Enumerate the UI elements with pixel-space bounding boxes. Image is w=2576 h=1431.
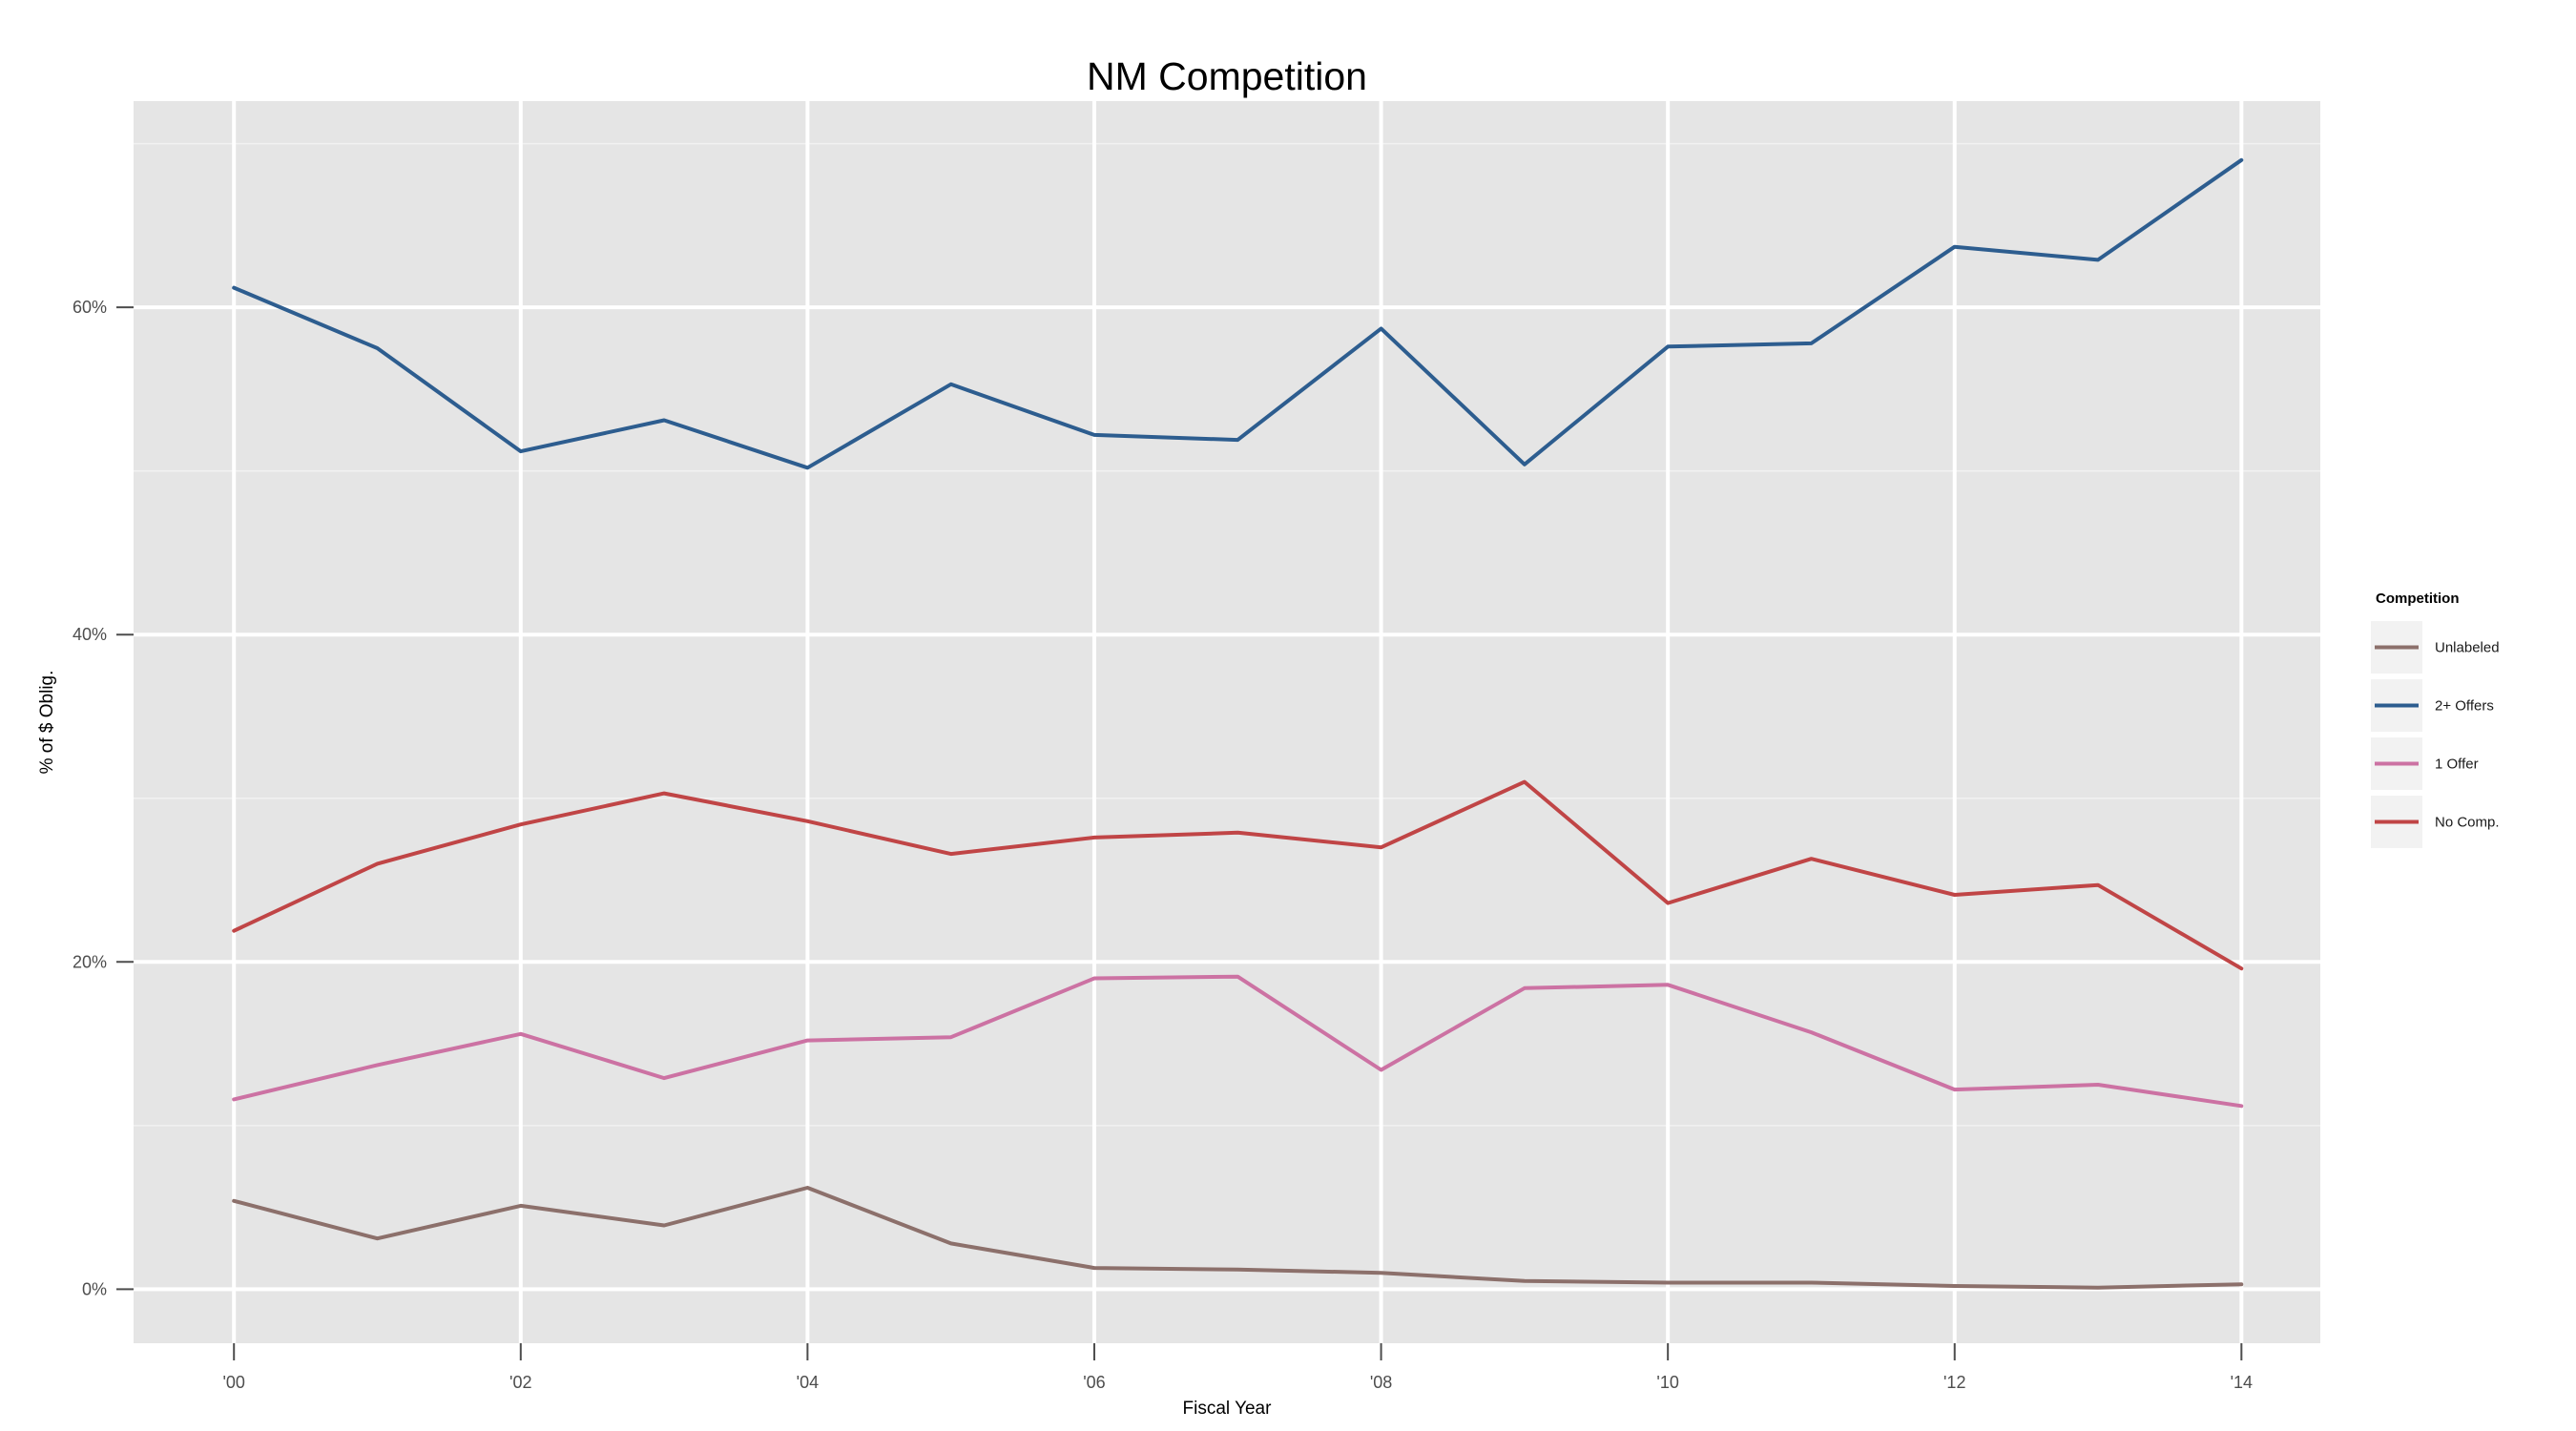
series-line-1-offer [232,974,2244,1109]
legend-label: Unlabeled [2435,640,2500,656]
x-axis: '00 '02 '04 '06 '08 '10 '12 '14 [222,1343,2253,1392]
x-axis-title: Fiscal Year [1183,1399,1273,1419]
x-tick-label: '06 [1083,1373,1105,1392]
y-tick-label: 20% [73,952,107,971]
legend-item-unlabeled: Unlabeled [2369,619,2500,675]
legend-item-no-comp: No Comp. [2369,794,2500,850]
series-line-2-offers [232,157,2244,470]
legend-label: 2+ Offers [2435,698,2494,715]
y-tick-label: 0% [82,1279,107,1298]
series-line-no-comp [232,779,2244,971]
legend: Competition Unlabeled 2+ Offers 1 Offer No … [2369,591,2500,850]
chart-title: NM Competition [1087,54,1367,98]
legend-title: Competition [2376,591,2460,607]
y-tick-label: 60% [73,298,107,317]
x-tick-label: '10 [1656,1373,1678,1392]
legend-item-2-offers: 2+ Offers [2369,677,2494,734]
series-lines [232,157,2244,1290]
panel-background [134,101,2320,1343]
legend-item-1-offer: 1 Offer [2369,736,2479,792]
series-line-unlabeled [232,1186,2244,1290]
x-tick-label: '02 [509,1373,531,1392]
x-tick-label: '04 [797,1373,819,1392]
x-tick-label: '12 [1943,1373,1965,1392]
y-axis: 0% 20% 40% 60% [73,298,134,1298]
legend-label: 1 Offer [2435,757,2479,773]
legend-label: No Comp. [2435,815,2500,831]
x-tick-label: '14 [2231,1373,2253,1392]
y-axis-title: % of $ Oblig. [37,671,57,775]
major-gridlines [134,101,2320,1343]
x-tick-label: '08 [1370,1373,1392,1392]
y-tick-label: 40% [73,625,107,644]
x-tick-label: '00 [222,1373,244,1392]
